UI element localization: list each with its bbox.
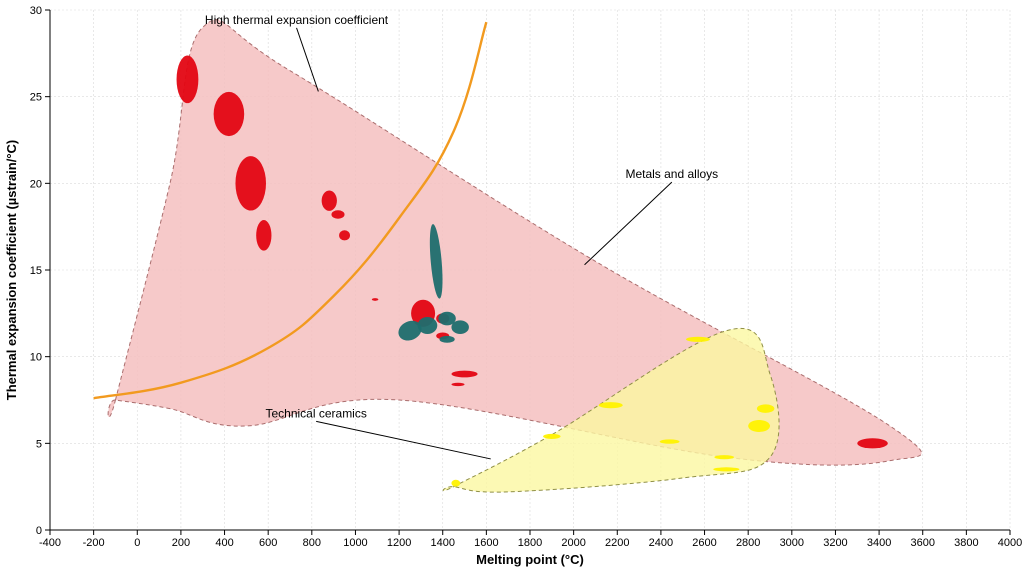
y-tick-label: 25 — [30, 92, 42, 104]
x-tick-label: 2000 — [561, 537, 585, 549]
material-bubble — [660, 439, 680, 443]
material-bubble — [372, 298, 379, 301]
material-bubble — [339, 230, 350, 240]
material-bubble — [451, 383, 464, 386]
x-tick-label: 2600 — [692, 537, 716, 549]
material-bubble — [439, 336, 454, 343]
chart-container: { "chart":{ "type":"bubble-material-map"… — [0, 0, 1023, 571]
x-tick-label: 400 — [215, 537, 233, 549]
material-bubble — [322, 190, 337, 210]
x-tick-label: 3800 — [954, 537, 978, 549]
x-tick-label: 1000 — [343, 537, 367, 549]
material-bubble — [235, 156, 266, 210]
material-bubble — [451, 480, 460, 487]
x-tick-label: 1200 — [387, 537, 411, 549]
y-tick-label: 10 — [30, 352, 42, 364]
y-tick-label: 20 — [30, 178, 42, 190]
x-tick-label: 3000 — [780, 537, 804, 549]
material-bubble — [451, 320, 468, 334]
x-tick-label: 1600 — [474, 537, 498, 549]
x-tick-label: 200 — [172, 537, 190, 549]
material-bubble — [748, 420, 770, 432]
material-bubble — [451, 371, 477, 378]
x-tick-label: 2200 — [605, 537, 629, 549]
x-tick-label: 3600 — [910, 537, 934, 549]
material-bubble — [214, 92, 245, 136]
material-bubble — [757, 404, 774, 413]
x-tick-label: 2800 — [736, 537, 760, 549]
annotation-a-metals: Metals and alloys — [625, 167, 718, 181]
material-bubble — [714, 455, 734, 459]
y-tick-label: 5 — [36, 438, 42, 450]
annotation-a-high-cte: High thermal expansion coefficient — [205, 13, 389, 27]
y-tick-label: 0 — [36, 525, 42, 537]
x-tick-label: 0 — [134, 537, 140, 549]
x-tick-label: 1400 — [430, 537, 454, 549]
material-bubble — [713, 467, 739, 471]
material-bubble — [256, 220, 271, 251]
x-tick-label: 3400 — [867, 537, 891, 549]
material-bubble — [543, 434, 560, 439]
x-tick-label: 3200 — [823, 537, 847, 549]
material-bubble — [418, 317, 438, 334]
x-tick-label: -400 — [39, 537, 61, 549]
material-bubble — [857, 438, 888, 448]
annotation-a-ceramics: Technical ceramics — [265, 406, 366, 420]
y-tick-label: 15 — [30, 265, 42, 277]
x-tick-label: -200 — [83, 537, 105, 549]
x-tick-label: 1800 — [518, 537, 542, 549]
material-bubble — [686, 337, 710, 342]
material-bubble — [177, 56, 199, 104]
y-tick-label: 30 — [30, 5, 42, 17]
bubble-chart: -400-20002004006008001000120014001600180… — [0, 0, 1023, 571]
material-bubble — [331, 210, 344, 219]
y-axis-label: Thermal expansion coefficient (µstrain/°… — [4, 140, 19, 400]
x-tick-label: 800 — [303, 537, 321, 549]
material-bubble — [599, 402, 623, 408]
x-tick-label: 2400 — [649, 537, 673, 549]
x-tick-label: 600 — [259, 537, 277, 549]
x-tick-label: 4000 — [998, 537, 1022, 549]
x-axis-label: Melting point (°C) — [476, 552, 584, 567]
